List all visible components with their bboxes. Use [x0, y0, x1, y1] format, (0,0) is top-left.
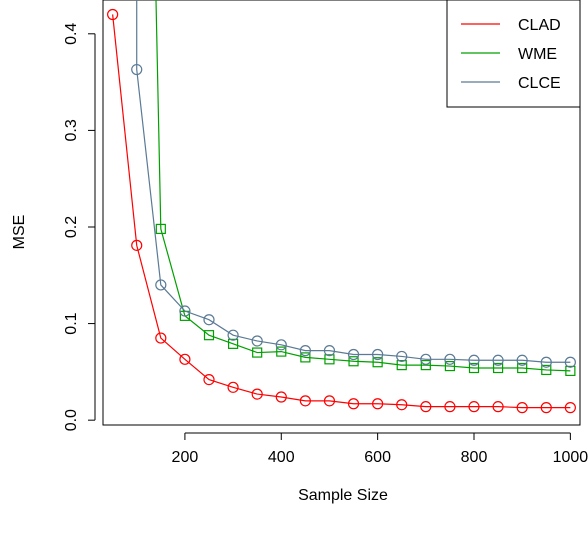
data-point [444, 401, 456, 413]
x-tick-label: 1000 [553, 449, 588, 466]
x-axis: 200 400 600 800 1000 [172, 432, 588, 466]
x-tick-label: 600 [364, 449, 391, 466]
data-point [107, 8, 119, 21]
data-point [324, 354, 335, 365]
data-point [203, 374, 215, 386]
data-point [275, 339, 287, 351]
data-point [300, 352, 311, 363]
legend-label: WME [518, 46, 557, 63]
data-point [564, 356, 576, 368]
data-point [203, 314, 215, 326]
data-point [565, 365, 576, 377]
legend: CLAD WME CLCE [446, 0, 581, 108]
data-point [227, 329, 239, 341]
data-point [540, 356, 552, 368]
data-point [468, 362, 480, 374]
data-point [155, 279, 167, 291]
data-point [396, 350, 408, 363]
series-layer [107, 0, 576, 414]
y-tick-label: 0.2 [63, 216, 80, 238]
data-point [540, 402, 552, 414]
data-point [516, 402, 528, 414]
y-axis-label: MSE [11, 215, 28, 250]
data-point [372, 357, 383, 368]
data-point [131, 63, 143, 76]
series-wme [155, 0, 576, 377]
data-point [251, 335, 263, 347]
data-point [179, 353, 191, 365]
data-point [155, 332, 167, 344]
data-point [372, 398, 384, 410]
data-point [276, 346, 287, 357]
data-point [179, 305, 191, 317]
data-point [155, 223, 166, 235]
data-point [492, 401, 504, 413]
data-point [299, 345, 311, 357]
data-point [347, 398, 360, 410]
y-axis: 0.0 0.1 0.2 0.3 0.4 [63, 23, 96, 431]
x-tick-label: 400 [268, 449, 295, 466]
data-point [372, 348, 384, 361]
series-clad [107, 8, 576, 414]
data-point [348, 356, 359, 367]
data-point [444, 353, 456, 365]
data-point [492, 362, 504, 374]
x-axis-label: Sample Size [298, 487, 388, 504]
y-tick-label: 0.0 [63, 409, 80, 431]
data-point [227, 338, 239, 349]
data-point [541, 364, 552, 376]
data-point [347, 348, 360, 361]
data-point [299, 395, 311, 407]
data-point [203, 330, 215, 341]
data-point [517, 362, 528, 374]
data-point [251, 388, 263, 400]
series-line [136, 0, 571, 363]
y-tick-label: 0.4 [63, 23, 80, 45]
data-point [396, 399, 408, 411]
series-line [155, 0, 571, 372]
y-tick-label: 0.1 [63, 312, 80, 334]
data-point [516, 354, 528, 366]
data-point [131, 239, 143, 251]
data-point [492, 354, 504, 366]
y-tick-label: 0.3 [63, 119, 80, 141]
data-point [227, 381, 239, 393]
data-point [323, 345, 336, 357]
legend-label: CLCE [518, 75, 561, 92]
legend-label: CLAD [518, 17, 561, 34]
data-point [468, 401, 480, 413]
data-point [323, 395, 336, 407]
data-point [564, 402, 576, 414]
data-point [420, 360, 431, 371]
x-tick-label: 800 [461, 449, 488, 466]
data-point [275, 391, 287, 403]
data-point [444, 360, 456, 372]
x-tick-label: 200 [172, 449, 199, 466]
plot-frame [102, 0, 581, 426]
data-point [468, 354, 480, 366]
series-clce [131, 0, 576, 368]
data-point [396, 360, 407, 371]
data-point [252, 347, 263, 358]
data-point [420, 353, 432, 365]
data-point [420, 401, 432, 413]
